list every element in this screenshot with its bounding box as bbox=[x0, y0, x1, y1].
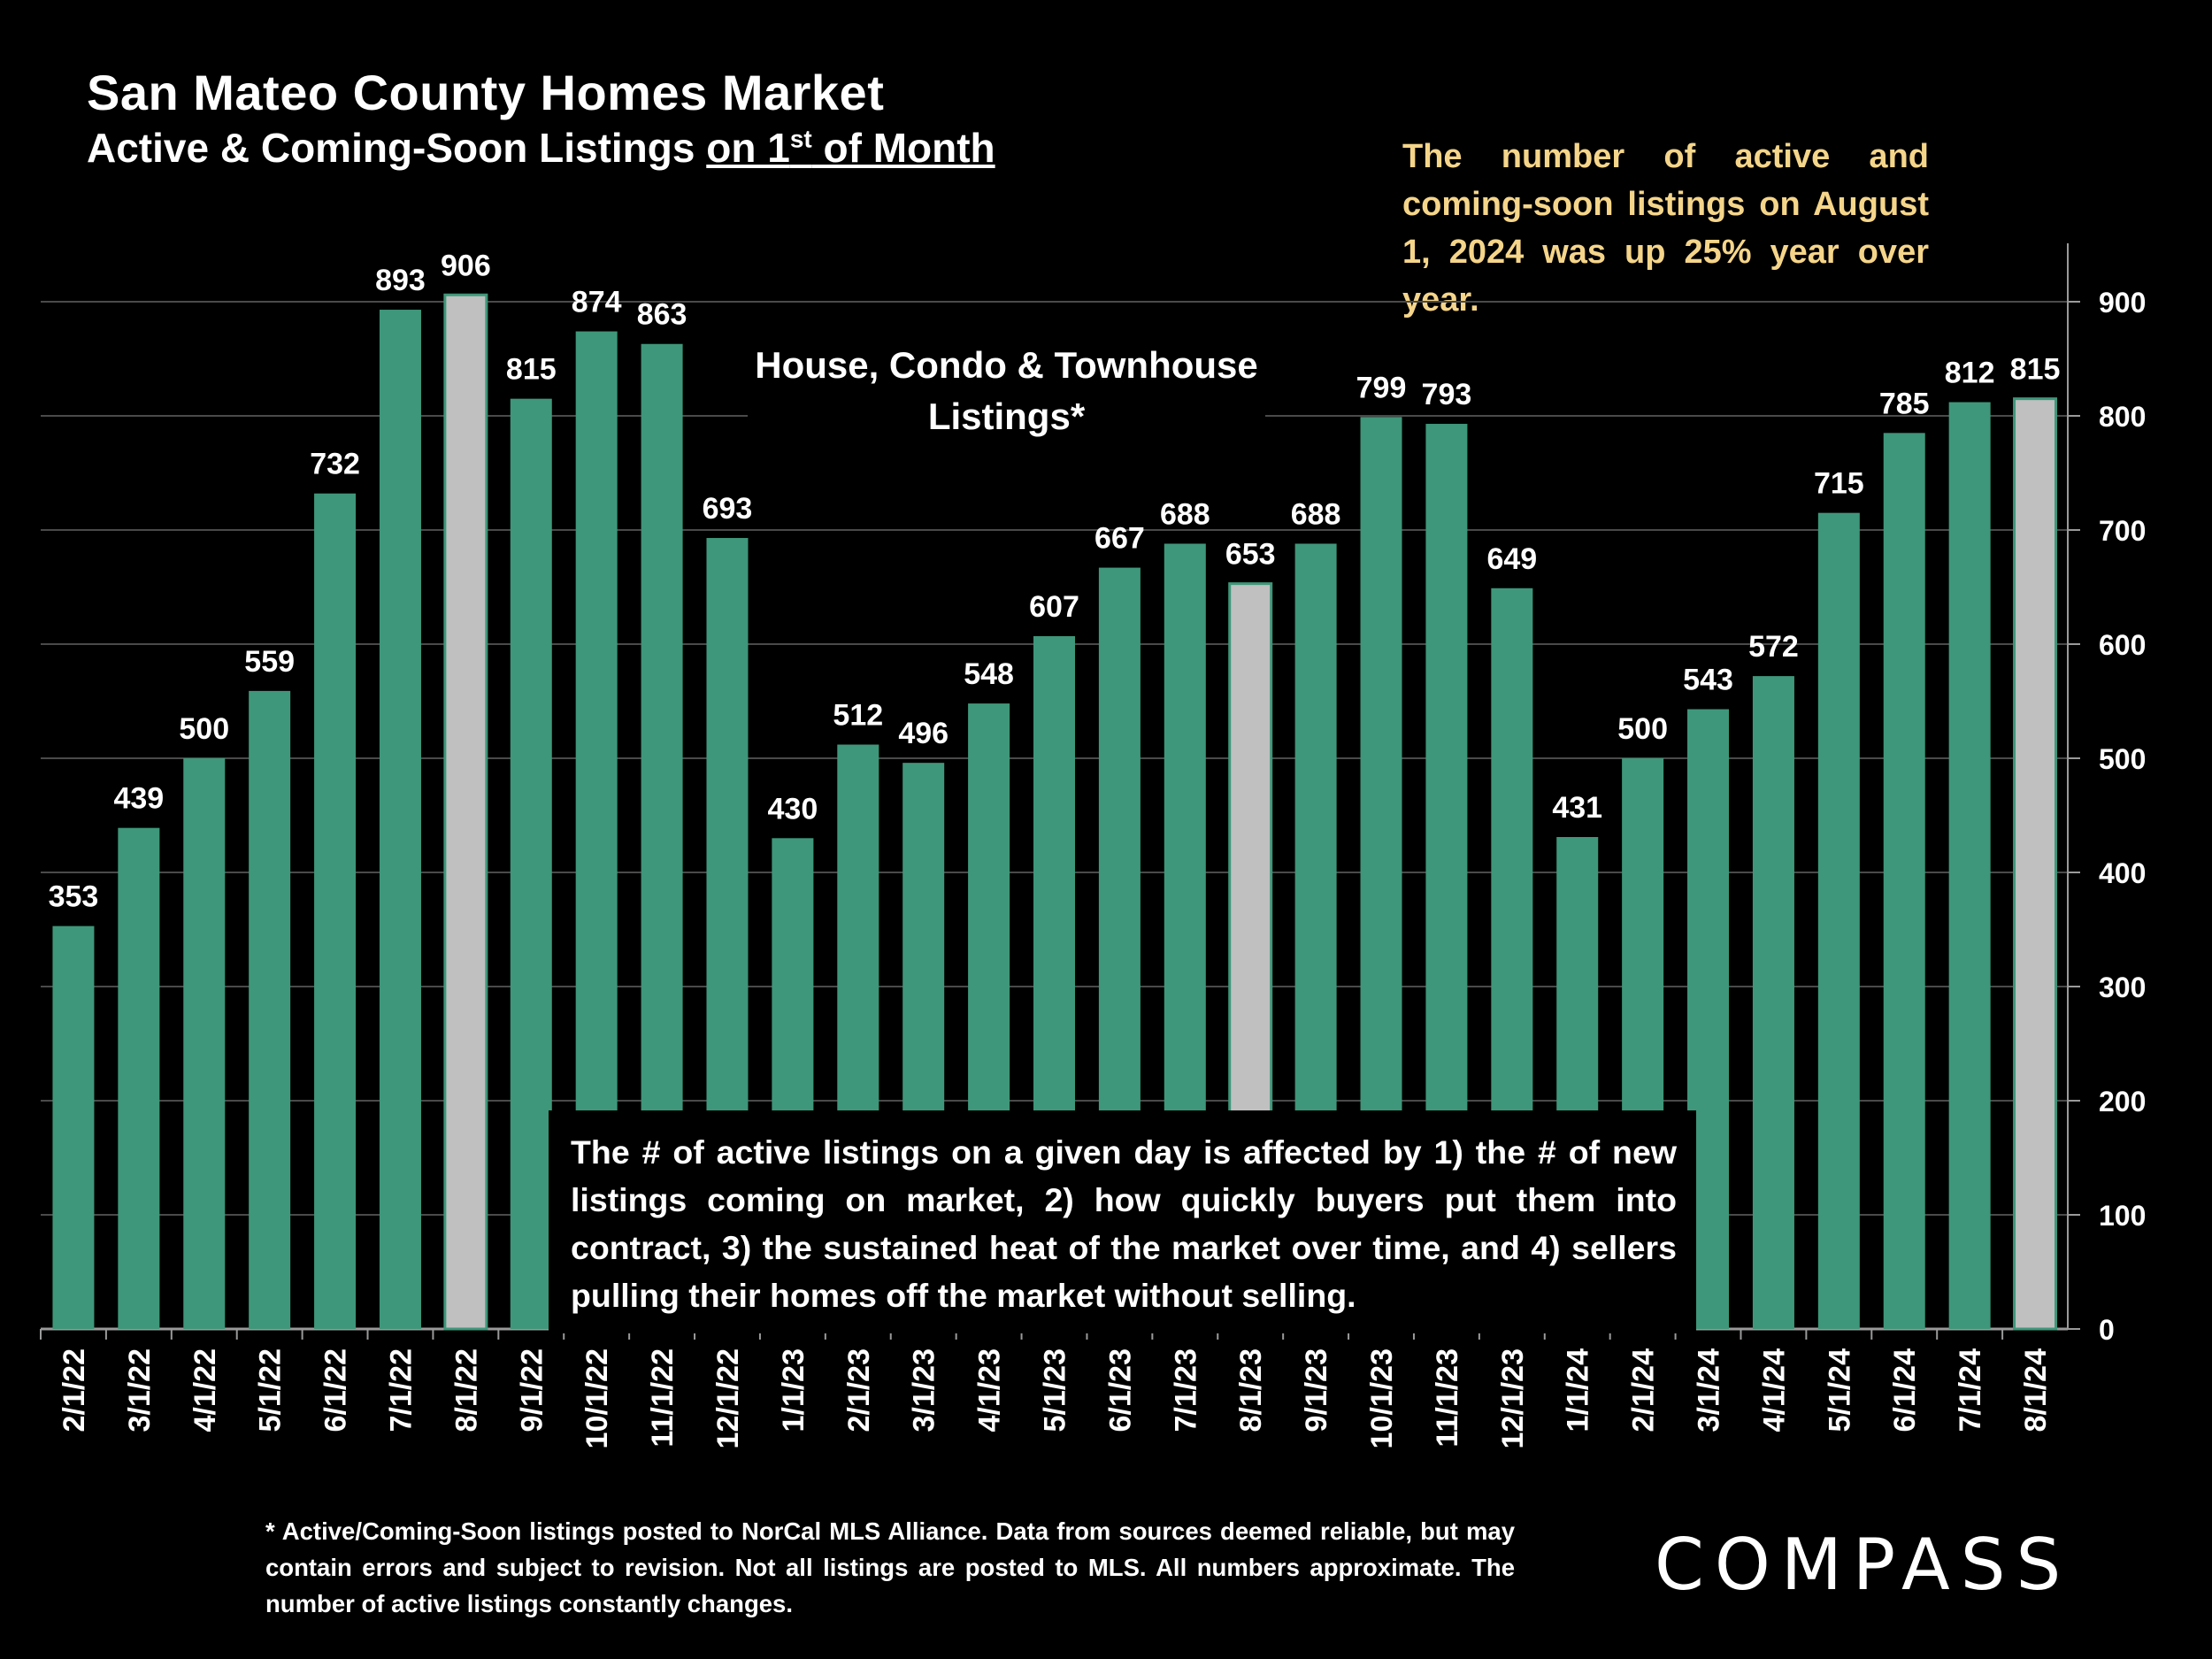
subtitle-of-month: of Month bbox=[811, 125, 995, 171]
value-label: 874 bbox=[572, 286, 622, 319]
value-label: 607 bbox=[1029, 590, 1079, 624]
value-label: 667 bbox=[1094, 522, 1145, 556]
category-label: 7/1/24 bbox=[1954, 1348, 1987, 1432]
category-label: 12/1/22 bbox=[711, 1348, 745, 1448]
subtitle-on: on 1 bbox=[706, 125, 790, 171]
value-label: 688 bbox=[1291, 497, 1341, 531]
y-tick-label: 300 bbox=[2099, 972, 2146, 1003]
category-label: 4/1/23 bbox=[973, 1348, 1007, 1432]
value-label: 732 bbox=[310, 448, 360, 481]
category-label: 8/1/23 bbox=[1234, 1348, 1268, 1432]
category-label: 5/1/23 bbox=[1039, 1348, 1072, 1432]
value-label: 715 bbox=[1814, 467, 1864, 501]
category-label: 9/1/22 bbox=[515, 1348, 549, 1432]
y-tick-label: 400 bbox=[2099, 857, 2146, 889]
category-label: 6/1/24 bbox=[1888, 1348, 1922, 1432]
category-label: 9/1/23 bbox=[1300, 1348, 1333, 1432]
bar-3/1/22 bbox=[118, 827, 160, 1329]
category-label: 8/1/24 bbox=[2019, 1348, 2053, 1432]
value-label: 815 bbox=[2010, 353, 2061, 387]
value-label: 559 bbox=[244, 645, 295, 679]
category-label: 11/1/22 bbox=[646, 1348, 680, 1448]
category-label: 7/1/22 bbox=[384, 1348, 418, 1432]
category-label: 1/1/24 bbox=[1562, 1348, 1595, 1432]
y-tick-label: 800 bbox=[2099, 401, 2146, 433]
explanation-note: The # of active listings on a given day … bbox=[549, 1110, 1696, 1333]
bar-5/1/24 bbox=[1817, 512, 1860, 1329]
category-label: 7/1/23 bbox=[1169, 1348, 1202, 1432]
value-label: 649 bbox=[1486, 542, 1537, 576]
bar-7/1/22 bbox=[379, 310, 421, 1329]
value-label: 893 bbox=[375, 264, 426, 297]
value-label: 500 bbox=[179, 712, 229, 746]
value-label: 693 bbox=[703, 492, 753, 526]
value-label: 496 bbox=[898, 717, 949, 750]
bar-6/1/22 bbox=[314, 493, 357, 1329]
bar-6/1/24 bbox=[1883, 433, 1925, 1330]
value-label: 548 bbox=[964, 657, 1014, 691]
value-label: 439 bbox=[113, 782, 164, 816]
y-tick-label: 600 bbox=[2099, 629, 2146, 661]
category-label: 5/1/24 bbox=[1823, 1348, 1856, 1432]
value-label: 812 bbox=[1945, 357, 1995, 390]
property-type-label: House, Condo & Townhouse Listings* bbox=[748, 336, 1265, 446]
y-tick-label: 0 bbox=[2099, 1314, 2115, 1346]
category-label: 4/1/22 bbox=[188, 1348, 222, 1432]
subtitle-superscript: st bbox=[789, 125, 812, 153]
bar-2/1/22 bbox=[52, 926, 95, 1329]
value-label: 785 bbox=[1879, 387, 1930, 420]
value-label: 353 bbox=[49, 880, 99, 914]
value-label: 815 bbox=[506, 353, 557, 387]
category-label: 2/1/22 bbox=[58, 1348, 91, 1432]
value-label: 512 bbox=[833, 699, 883, 733]
compass-logo: COMPASS bbox=[1655, 1524, 2072, 1606]
value-label: 543 bbox=[1683, 664, 1733, 697]
yoy-annotation: The number of active and coming-soon lis… bbox=[1402, 138, 1929, 319]
chart-title: San Mateo County Homes Market bbox=[87, 65, 885, 120]
value-label: 799 bbox=[1356, 371, 1407, 404]
category-label: 3/1/22 bbox=[123, 1348, 157, 1432]
bar-8/1/22 bbox=[443, 293, 488, 1331]
category-label: 11/1/23 bbox=[1431, 1348, 1464, 1448]
bar-4/1/24 bbox=[1752, 676, 1794, 1329]
value-label: 906 bbox=[441, 249, 491, 282]
value-label: 500 bbox=[1617, 712, 1668, 746]
category-label: 4/1/24 bbox=[1757, 1348, 1791, 1432]
bar-chart: 0 100 200 300 400 500 600 700 800 900 353 2/1/22 439… bbox=[40, 243, 2146, 1448]
value-label: 431 bbox=[1552, 791, 1602, 825]
value-label: 572 bbox=[1748, 630, 1799, 664]
bar-7/1/24 bbox=[1948, 402, 1991, 1329]
bar-8/1/24 bbox=[2013, 397, 2058, 1331]
subtitle-underlined: on 1st of Month bbox=[706, 125, 995, 171]
category-label: 3/1/23 bbox=[908, 1348, 941, 1432]
category-label: 6/1/23 bbox=[1103, 1348, 1137, 1432]
value-label: 863 bbox=[637, 298, 687, 332]
footnote: * Active/Coming-Soon listings posted to … bbox=[265, 1517, 1515, 1617]
category-label: 5/1/22 bbox=[254, 1348, 288, 1432]
value-label: 793 bbox=[1422, 378, 1472, 411]
category-label: 10/1/22 bbox=[580, 1348, 614, 1448]
category-label: 12/1/23 bbox=[1496, 1348, 1530, 1448]
category-label: 2/1/24 bbox=[1627, 1348, 1661, 1432]
value-label: 653 bbox=[1225, 538, 1276, 572]
bar-9/1/22 bbox=[510, 398, 552, 1329]
y-tick-label: 100 bbox=[2099, 1200, 2146, 1232]
category-label: 2/1/23 bbox=[842, 1348, 876, 1432]
category-label: 1/1/23 bbox=[777, 1348, 810, 1432]
y-tick-label: 200 bbox=[2099, 1086, 2146, 1118]
bar-4/1/22 bbox=[183, 758, 226, 1329]
bar-5/1/22 bbox=[249, 690, 291, 1329]
value-label: 688 bbox=[1160, 497, 1210, 531]
y-tick-label: 700 bbox=[2099, 515, 2146, 547]
category-label: 10/1/23 bbox=[1365, 1348, 1399, 1448]
category-label: 8/1/22 bbox=[449, 1348, 483, 1432]
category-label: 3/1/24 bbox=[1693, 1348, 1726, 1432]
value-label: 430 bbox=[768, 792, 818, 826]
subtitle-text: Active & Coming-Soon Listings bbox=[87, 125, 707, 171]
y-tick-label: 900 bbox=[2099, 287, 2146, 319]
chart-subtitle: Active & Coming-Soon Listings on 1st of … bbox=[87, 124, 995, 172]
category-label: 6/1/22 bbox=[319, 1348, 353, 1432]
y-tick-label: 500 bbox=[2099, 743, 2146, 775]
